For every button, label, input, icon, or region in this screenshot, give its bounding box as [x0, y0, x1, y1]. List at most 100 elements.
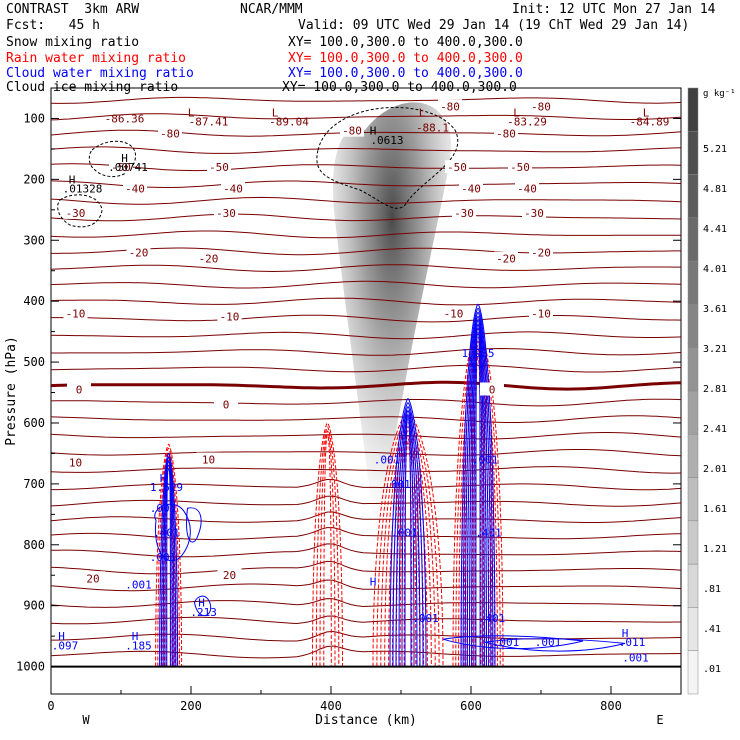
colorbar-segment	[687, 520, 699, 565]
temperature-label-bg	[214, 205, 238, 219]
temperature-label: 20	[86, 572, 99, 585]
extremum-label: H	[58, 630, 65, 643]
cloud-water-contour	[162, 460, 175, 667]
rain-contour	[155, 443, 183, 667]
colorbar-tick-label: .41	[703, 624, 721, 635]
temperature-label: -50	[209, 161, 229, 174]
header-init-time: Init: 12 UTC Mon 27 Jan 14	[512, 2, 716, 17]
temperature-label: -20	[129, 246, 149, 259]
temperature-label-bg	[196, 452, 221, 466]
cloud-water-contour	[164, 464, 173, 667]
cloud-ice-contour	[88, 140, 136, 178]
cloud-water-contour	[466, 315, 490, 667]
temperature-label-bg	[126, 245, 151, 259]
extremum-label: .001	[125, 578, 152, 591]
isotherm-line	[51, 560, 681, 575]
isotherm-line	[51, 415, 681, 423]
temperature-label: -80	[160, 128, 180, 141]
header-model-title: CONTRAST 3km ARW	[6, 2, 140, 17]
temperature-label: -80	[342, 125, 362, 138]
rain-contour	[395, 434, 421, 667]
extremum-label: .001	[391, 527, 418, 540]
temperature-label-bg	[515, 181, 539, 195]
isotherm-line	[51, 230, 681, 239]
isotherm-line	[51, 163, 681, 172]
temperature-label-bg	[158, 126, 182, 140]
temperature-label-bg	[522, 205, 546, 219]
extremum-label: H	[198, 597, 205, 610]
colorbar-tick-label: 2.41	[703, 424, 727, 435]
x-tick-label: 600	[460, 699, 482, 713]
colorbar-tick-label: 4.81	[703, 184, 727, 195]
extremum-label: L	[643, 106, 650, 119]
temperature-label-bg	[480, 382, 504, 396]
cloud-water-contour	[460, 303, 496, 667]
temperature-label-bg	[81, 571, 105, 585]
temperature-label-bg	[221, 181, 245, 195]
rain-contour	[474, 356, 482, 667]
extremum-label: H	[160, 472, 167, 485]
temperature-label-bg	[196, 251, 221, 265]
isotherm-line	[51, 432, 681, 440]
rain-contour	[399, 438, 417, 667]
colorbar-segment	[687, 87, 699, 132]
temperature-label: -40	[517, 182, 537, 195]
isotherm-line	[51, 466, 681, 474]
rain-contour	[312, 422, 343, 667]
temperature-label: 10	[69, 457, 82, 470]
extremum-label: .01328	[63, 182, 103, 195]
temperature-label: 0	[223, 399, 230, 412]
extremum-label: .185	[125, 639, 152, 652]
cloud-water-contour	[389, 398, 427, 667]
freezing-level-line	[51, 380, 681, 391]
temperature-label: -30	[216, 207, 236, 220]
temperature-label: -80	[440, 100, 460, 113]
cloud-water-contour	[442, 635, 584, 650]
temperature-label-bg	[529, 306, 553, 320]
isotherm-line	[51, 180, 681, 188]
y-tick-label: 400	[23, 294, 45, 308]
y-tick-label: 700	[23, 477, 45, 491]
isotherm-line	[51, 347, 681, 356]
extremum-label: 1.629	[150, 481, 183, 494]
y-tick-label: 900	[23, 599, 45, 613]
temperature-label: -40	[223, 182, 243, 195]
legend-snow-mixing-ratio: Snow mixing ratio	[6, 35, 140, 50]
extremum-label: 1.935	[461, 347, 494, 360]
rain-contour	[323, 434, 332, 667]
rain-contour	[469, 348, 487, 667]
colorbar-tick-label: 3.21	[703, 344, 727, 355]
colorbar-segment	[687, 390, 699, 435]
header-forecast-hour: Fcst: 45 h	[6, 18, 100, 33]
temperature-label-bg	[207, 160, 231, 174]
temperature-label: -80	[496, 128, 516, 141]
cloud-water-contour	[469, 319, 487, 667]
isotherm-line	[51, 527, 681, 541]
colorbar-tick-label: 4.01	[703, 264, 727, 275]
extremum-label: .001	[150, 502, 177, 515]
extremum-label: H	[132, 630, 139, 643]
extremum-label: .001	[384, 478, 411, 491]
cloud-water-contour	[398, 410, 418, 667]
temperature-label: -30	[454, 207, 474, 220]
temperature-label: 0	[76, 383, 83, 396]
extremum-label: H	[470, 335, 477, 348]
temperature-label: -30	[66, 207, 86, 220]
temperature-label: -20	[496, 253, 516, 266]
rain-contour	[452, 324, 504, 667]
colorbar-tick-label: 1.61	[703, 504, 727, 515]
cloud-water-contour	[186, 507, 202, 543]
temperature-label-bg	[452, 205, 476, 219]
temperature-label: -20	[199, 253, 219, 266]
temperature-label: -80	[531, 100, 551, 113]
isotherm-line	[51, 579, 681, 592]
colorbar-tick-label: 5.21	[703, 144, 727, 155]
legend-cloud-water-mixing-ratio: Cloud water mixing ratio	[6, 66, 194, 81]
cloud-water-contour	[193, 595, 212, 617]
xsection-coords-rain: XY= 100.0,300.0 to 400.0,300.0	[288, 51, 523, 66]
y-tick-label: 600	[23, 416, 45, 430]
temperature-label-bg	[63, 205, 88, 219]
cloud-water-contour	[395, 406, 421, 667]
x-tick-label: 200	[180, 699, 202, 713]
temperature-label-bg	[438, 99, 462, 113]
